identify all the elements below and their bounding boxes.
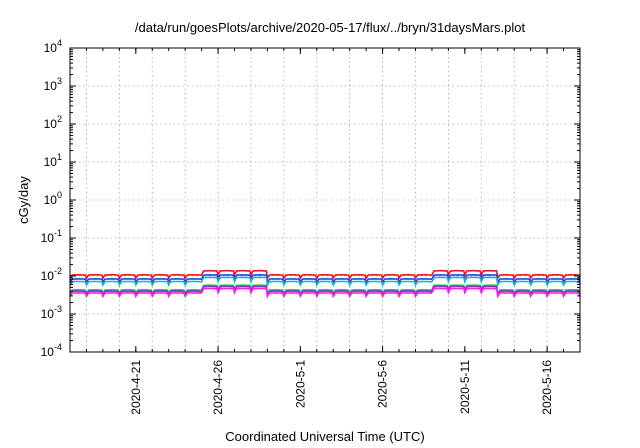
y-tick-label: 101 [44,152,62,169]
series-line-4 [69,284,581,297]
y-tick-exponent: -1 [54,228,62,238]
y-tick-label: 100 [44,190,62,207]
y-tick-label: 10-2 [41,266,62,283]
y-tick-base: 10 [41,231,55,245]
y-axis-label: cGy/day [16,176,31,224]
x-tick-label: 2020-5-6 [376,360,390,408]
x-tick-label: 2020-5-11 [458,360,472,414]
series-line-2 [69,274,581,285]
series-line-6 [69,287,581,299]
x-ticks: 2020-4-21 2020-4-26 2020-5-1 2020-5-6 2020-5… [85,48,565,415]
y-tick-base: 10 [41,345,55,359]
series-line-5 [69,285,581,298]
x-tick-label: 2020-4-26 [211,360,225,415]
y-tick-base: 10 [44,117,58,131]
series-group [69,269,581,299]
series-line-3 [69,276,581,288]
y-tick-base: 10 [44,193,58,207]
y-tick-label: 10-4 [41,342,62,359]
x-tick-label: 2020-5-16 [540,360,554,415]
series-line-1 [69,269,581,281]
x-tick-label: 2020-5-1 [293,360,307,408]
y-tick-exponent: 0 [57,190,62,200]
y-tick-exponent: -3 [54,304,62,314]
y-tick-label: 10-3 [41,304,62,321]
y-tick-label: 102 [44,114,62,131]
y-tick-base: 10 [44,41,58,55]
y-tick-exponent: 2 [57,114,62,124]
y-tick-base: 10 [44,79,58,93]
x-axis-label: Coordinated Universal Time (UTC) [225,429,424,444]
y-tick-exponent: 1 [57,152,62,162]
y-tick-exponent: -4 [54,342,62,352]
y-tick-label: 104 [44,38,62,55]
y-tick-exponent: 3 [57,76,62,86]
grid [70,48,580,352]
x-tick-label: 2020-4-21 [129,360,143,415]
y-tick-exponent: 4 [57,38,62,48]
y-tick-base: 10 [41,269,55,283]
y-tick-label: 10-1 [41,228,62,245]
y-tick-base: 10 [41,307,55,321]
chart-title: /data/run/goesPlots/archive/2020-05-17/f… [135,20,526,35]
y-tick-exponent: -2 [54,266,62,276]
y-tick-label: 103 [44,76,62,93]
y-tick-base: 10 [44,155,58,169]
